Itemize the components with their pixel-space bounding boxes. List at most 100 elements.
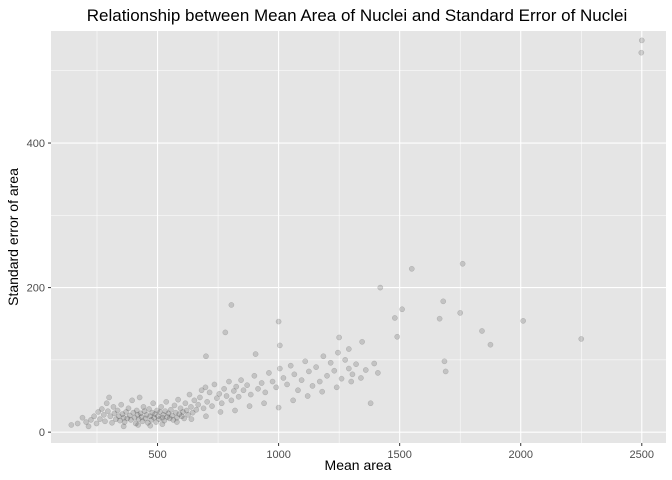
data-point bbox=[106, 394, 112, 401]
data-point bbox=[107, 413, 114, 420]
data-point bbox=[223, 393, 230, 399]
data-point bbox=[152, 411, 158, 417]
data-point bbox=[188, 404, 194, 410]
data-point bbox=[151, 414, 157, 421]
data-point bbox=[177, 405, 184, 412]
data-point bbox=[180, 409, 186, 415]
data-point bbox=[114, 407, 121, 414]
data-point bbox=[246, 403, 253, 409]
data-point bbox=[166, 415, 173, 422]
data-point bbox=[331, 367, 338, 374]
data-point bbox=[324, 372, 330, 379]
data-point bbox=[358, 375, 364, 381]
data-point bbox=[275, 404, 282, 411]
data-point bbox=[183, 407, 190, 414]
data-point bbox=[154, 407, 160, 414]
data-point bbox=[131, 414, 138, 421]
data-point bbox=[319, 388, 326, 395]
data-point bbox=[97, 416, 103, 422]
data-point bbox=[206, 389, 213, 396]
minor-gridlines bbox=[51, 31, 666, 443]
data-point bbox=[195, 401, 202, 408]
data-point bbox=[147, 422, 154, 429]
major-gridlines bbox=[51, 31, 666, 443]
data-point bbox=[143, 411, 150, 418]
data-point bbox=[120, 423, 127, 430]
data-point bbox=[181, 415, 188, 422]
data-point bbox=[284, 381, 290, 388]
data-point bbox=[436, 315, 443, 322]
data-point bbox=[109, 419, 115, 426]
data-point bbox=[145, 419, 151, 426]
data-point bbox=[228, 302, 235, 308]
data-point bbox=[128, 417, 134, 423]
y-tick-label: 200 bbox=[27, 283, 45, 295]
data-point bbox=[174, 419, 180, 425]
data-point bbox=[391, 315, 398, 321]
data-point bbox=[251, 372, 258, 379]
data-point bbox=[261, 400, 267, 407]
plot-panel bbox=[51, 31, 666, 443]
data-point bbox=[175, 396, 181, 403]
data-point bbox=[202, 384, 209, 391]
data-point bbox=[132, 420, 139, 427]
data-point bbox=[159, 414, 166, 421]
data-point bbox=[103, 400, 110, 407]
data-point bbox=[169, 412, 175, 419]
data-point bbox=[255, 385, 261, 392]
data-point bbox=[221, 385, 227, 392]
data-point bbox=[211, 381, 218, 388]
data-point bbox=[159, 421, 166, 428]
data-point bbox=[222, 329, 229, 336]
data-point bbox=[217, 409, 224, 415]
data-point bbox=[74, 420, 81, 427]
data-point bbox=[345, 346, 352, 352]
data-point bbox=[141, 408, 148, 415]
data-point bbox=[135, 416, 142, 422]
data-point bbox=[266, 370, 272, 376]
data-point bbox=[578, 336, 585, 342]
data-point bbox=[150, 400, 157, 407]
data-point bbox=[359, 338, 365, 345]
data-point bbox=[327, 359, 334, 366]
data-point bbox=[98, 406, 105, 412]
data-point bbox=[133, 407, 140, 414]
data-point bbox=[244, 382, 250, 389]
data-point bbox=[157, 409, 163, 415]
data-point bbox=[252, 351, 259, 357]
data-point bbox=[218, 400, 225, 407]
data-point bbox=[367, 400, 374, 407]
data-point bbox=[276, 342, 283, 349]
data-point bbox=[316, 378, 323, 385]
data-point bbox=[118, 401, 125, 408]
data-point bbox=[638, 49, 645, 56]
data-point bbox=[193, 406, 200, 413]
data-point bbox=[320, 353, 327, 360]
data-point bbox=[333, 384, 340, 391]
data-point bbox=[247, 391, 254, 398]
data-point bbox=[232, 407, 238, 414]
data-point bbox=[375, 370, 381, 376]
data-point bbox=[129, 397, 135, 404]
data-point bbox=[110, 404, 117, 410]
data-point bbox=[309, 383, 316, 389]
data-point bbox=[197, 394, 203, 401]
chart-title: Relationship between Mean Area of Nuclei… bbox=[87, 6, 628, 25]
data-point bbox=[441, 358, 448, 365]
data-point bbox=[149, 409, 156, 416]
data-point bbox=[295, 387, 301, 394]
data-point bbox=[269, 378, 276, 385]
data-point bbox=[275, 318, 282, 325]
y-tick-label: 0 bbox=[39, 427, 45, 439]
data-point bbox=[338, 375, 345, 382]
data-point bbox=[119, 411, 126, 417]
data-point bbox=[95, 409, 102, 415]
data-point bbox=[203, 353, 209, 360]
data-point bbox=[203, 413, 209, 420]
y-axis: 0 200 400 bbox=[27, 138, 51, 439]
data-point bbox=[345, 365, 352, 372]
data-point bbox=[204, 398, 211, 405]
data-point bbox=[291, 371, 298, 378]
data-point bbox=[353, 361, 359, 368]
